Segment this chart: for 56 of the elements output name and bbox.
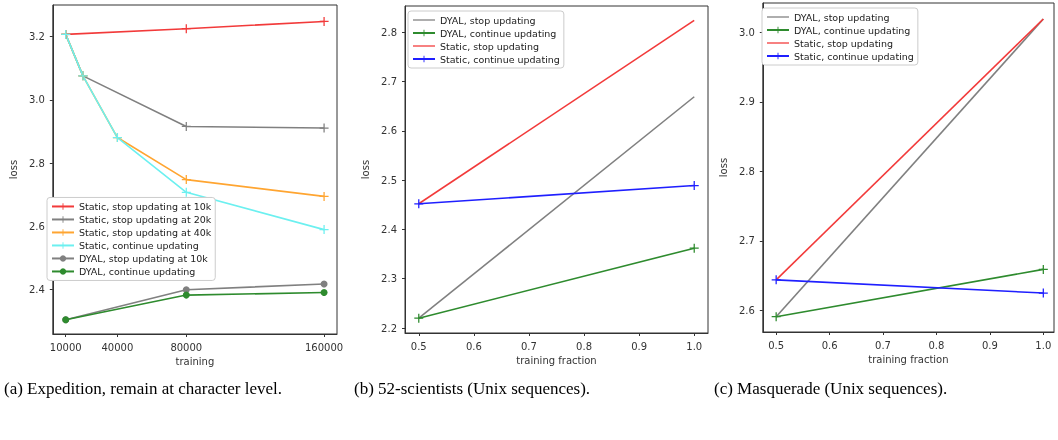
x-axis-title: training — [175, 356, 215, 368]
x-tick-label: 80000 — [170, 341, 203, 353]
y-tick-label: 2.9 — [738, 96, 755, 108]
legend-label: Static, continue updating — [794, 50, 914, 62]
x-tick-label: 0.8 — [576, 340, 592, 352]
y-tick-label: 2.4 — [28, 284, 45, 296]
y-tick-label: 2.8 — [738, 165, 755, 177]
y-tick-label: 2.6 — [738, 304, 755, 316]
x-tick-label: 0.6 — [465, 340, 482, 352]
y-tick-label: 2.6 — [381, 125, 397, 137]
legend-label: DYAL, continue updating — [440, 27, 557, 39]
y-axis-title: loss — [717, 157, 729, 178]
legend-label: Static, continue updating — [79, 239, 199, 251]
legend-label: Static, stop updating — [440, 40, 540, 52]
y-tick-label: 2.5 — [381, 174, 397, 186]
x-tick-label: 160000 — [304, 341, 344, 353]
y-axis-title: loss — [7, 159, 19, 180]
x-tick-label: 1.0 — [686, 340, 703, 352]
legend-label: Static, stop updating at 40k — [79, 226, 212, 238]
text: (b) 52-scientists (Unix sequences). — [354, 378, 591, 398]
legend-label: DYAL, continue updating — [79, 265, 196, 277]
x-axis-title: training fraction — [516, 355, 597, 367]
text: (c) Masquerade (Unix sequences). — [714, 378, 948, 398]
legend-label: DYAL, stop updating — [794, 11, 890, 23]
y-tick-label: 3.0 — [28, 94, 45, 106]
x-tick-label: 40000 — [101, 341, 134, 353]
x-tick-label: 0.9 — [981, 339, 998, 351]
legend-label: DYAL, stop updating at 10k — [79, 252, 209, 264]
y-tick-label: 2.7 — [738, 235, 755, 247]
y-axis-title: loss — [359, 159, 371, 180]
y-tick-label: 2.3 — [381, 273, 397, 285]
x-tick-label: 0.5 — [410, 340, 427, 352]
x-tick-label: 1.0 — [1035, 339, 1052, 351]
x-tick-label: 0.6 — [821, 339, 838, 351]
y-tick-label: 2.2 — [381, 322, 397, 334]
x-axis-title: training fraction — [868, 354, 949, 366]
x-tick-label: 0.8 — [928, 339, 945, 351]
x-tick-label: 0.7 — [521, 340, 537, 352]
legend-label: Static, stop updating — [794, 37, 894, 49]
y-tick-label: 2.8 — [381, 26, 397, 38]
legend-label: Static, stop updating at 10k — [79, 200, 212, 212]
x-tick-label: 10000 — [49, 341, 82, 353]
y-tick-label: 2.8 — [28, 157, 45, 169]
y-tick-label: 3.0 — [738, 26, 755, 38]
legend-label: Static, stop updating at 20k — [79, 213, 212, 225]
y-tick-label: 2.4 — [381, 223, 397, 235]
text: (a) Expedition, remain at character level. — [4, 378, 282, 398]
legend-label: DYAL, continue updating — [794, 24, 911, 36]
x-tick-label: 0.9 — [631, 340, 648, 352]
x-tick-label: 0.5 — [768, 339, 785, 351]
legend-label: DYAL, stop updating — [440, 14, 536, 26]
y-tick-label: 2.7 — [381, 75, 397, 87]
y-tick-label: 2.6 — [28, 220, 45, 232]
y-tick-label: 3.2 — [28, 31, 45, 43]
legend-label: Static, continue updating — [440, 53, 560, 65]
x-tick-label: 0.7 — [875, 339, 891, 351]
